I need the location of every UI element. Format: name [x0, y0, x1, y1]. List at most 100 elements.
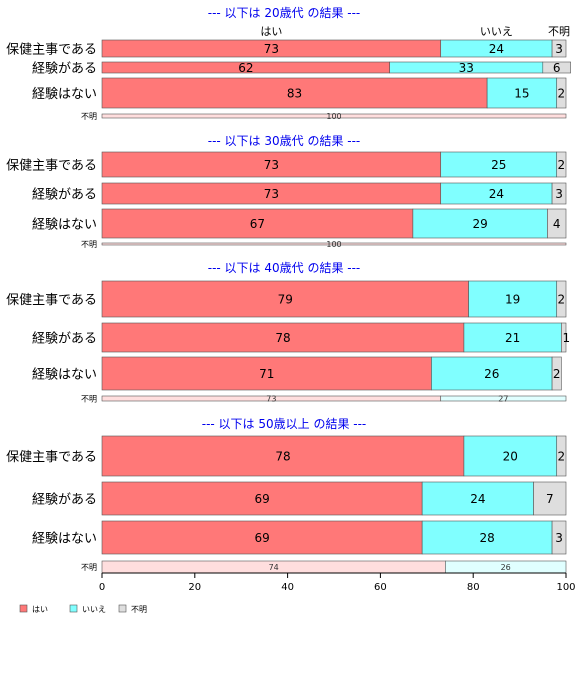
bar-segment-yes [101, 280, 469, 318]
row-label: 経験がある [32, 62, 97, 77]
bar-segment-yes [101, 481, 423, 516]
legend-label-no: いいえ [82, 605, 106, 614]
data-label: 2 [558, 87, 566, 101]
bar-row: 保健主事である 73 24 3 [6, 39, 567, 58]
bar-segment-no [468, 280, 558, 318]
x-tick-label: 60 [374, 582, 387, 593]
bar-segment-unknown [556, 280, 567, 318]
bar-segment-unknown [551, 520, 567, 555]
bar-row: 不明 100 [81, 240, 567, 249]
data-label: 7 [546, 492, 554, 506]
data-label: 27 [498, 395, 508, 404]
row-label: 不明 [81, 563, 97, 572]
data-label: 2 [558, 293, 566, 307]
bar-segment-no [463, 435, 558, 477]
data-label: 1 [563, 331, 571, 345]
data-label: 69 [254, 531, 269, 545]
bar-segment-unknown [551, 39, 567, 58]
data-label: 83 [287, 87, 302, 101]
row-label: 不明 [81, 240, 97, 249]
data-label: 24 [489, 42, 504, 56]
bar-segment-no [440, 151, 558, 178]
data-label: 3 [555, 531, 563, 545]
data-label: 67 [250, 217, 265, 231]
data-label: 2 [558, 158, 566, 172]
data-label: 73 [264, 187, 279, 201]
row-label: 経験がある [32, 188, 97, 203]
data-label: 79 [278, 293, 293, 307]
row-label: 保健主事である [6, 43, 97, 58]
bar-segment-unknown [556, 151, 567, 178]
data-label: 33 [459, 61, 474, 75]
row-label: 経験がある [32, 332, 97, 347]
row-label: 保健主事である [6, 293, 97, 308]
bar-segment-no [431, 356, 553, 391]
x-tick-label: 20 [188, 582, 201, 593]
age-group-4: --- 以下は 50歳以上 の結果 --- 保健主事である 78 20 2 経験がある 69… [6, 417, 567, 574]
data-label: 78 [275, 331, 290, 345]
bar-segment-yes [101, 242, 567, 246]
legend: はい いいえ 不明 [19, 604, 147, 614]
data-label: 2 [558, 450, 566, 464]
group-title: --- 以下は 40歳代 の結果 --- [208, 261, 361, 275]
bar-segment-unknown [547, 208, 567, 239]
row-label: 保健主事である [6, 159, 97, 174]
bar-row: 不明 100 [81, 112, 567, 121]
data-label: 15 [514, 87, 529, 101]
row-label: 経験がある [32, 493, 97, 508]
group-title: --- 以下は 30歳代 の結果 --- [208, 134, 361, 148]
x-tick-label: 0 [99, 582, 105, 593]
bar-segment-no [412, 208, 548, 239]
data-label: 24 [470, 492, 485, 506]
legend-swatch-unknown [118, 604, 127, 613]
bar-segment-no [421, 481, 534, 516]
data-label: 28 [479, 531, 494, 545]
data-label: 21 [505, 331, 520, 345]
bar-row: 保健主事である 73 25 2 [6, 151, 567, 178]
bar-segment-yes [101, 151, 442, 178]
row-label: 保健主事である [6, 450, 97, 465]
bar-row: 不明 73 27 [81, 395, 567, 404]
bar-row: 経験がある 62 33 6 [32, 61, 571, 77]
data-label: 78 [275, 450, 290, 464]
bar-segment-unknown [533, 481, 567, 516]
data-label: 69 [254, 492, 269, 506]
row-label: 不明 [81, 112, 97, 121]
bar-row: 経験はない 83 15 2 [32, 77, 567, 109]
bar-segment-yes [101, 435, 465, 477]
bar-segment-no [440, 395, 567, 402]
bar-segment-unknown [561, 322, 567, 353]
bar-segment-unknown [551, 356, 562, 391]
data-label: 19 [505, 293, 520, 307]
data-label: 26 [501, 563, 511, 572]
data-label: 25 [491, 158, 506, 172]
data-label: 100 [326, 240, 341, 249]
data-label: 73 [264, 42, 279, 56]
legend-swatch-no [69, 604, 78, 613]
bar-row: 経験がある 78 21 1 [32, 322, 571, 353]
column-header-no: いいえ [480, 25, 513, 38]
group-title: --- 以下は 50歳以上 の結果 --- [202, 417, 367, 431]
legend-label-unknown: 不明 [131, 605, 147, 614]
bar-row: 保健主事である 79 19 2 [6, 280, 567, 318]
data-label: 24 [489, 187, 504, 201]
bar-segment-unknown [542, 61, 571, 74]
x-axis: 0 20 40 60 80 100 [99, 572, 576, 593]
data-label: 3 [555, 187, 563, 201]
data-label: 6 [553, 61, 561, 75]
x-tick-label: 40 [281, 582, 294, 593]
data-label: 4 [553, 217, 561, 231]
bar-row: 経験はない 67 29 4 [32, 208, 567, 239]
data-label: 62 [238, 61, 253, 75]
bar-segment-yes [101, 208, 414, 239]
bar-row: 不明 74 26 [81, 560, 567, 574]
data-label: 74 [269, 563, 279, 572]
column-header-yes: はい [260, 25, 282, 38]
row-label: 経験はない [32, 87, 97, 102]
bar-segment-yes [101, 113, 567, 119]
bar-segment-yes [101, 322, 465, 353]
row-label: 不明 [81, 395, 97, 404]
age-group-3: --- 以下は 40歳代 の結果 --- 保健主事である 79 19 2 経験がある 78 2… [6, 261, 570, 404]
